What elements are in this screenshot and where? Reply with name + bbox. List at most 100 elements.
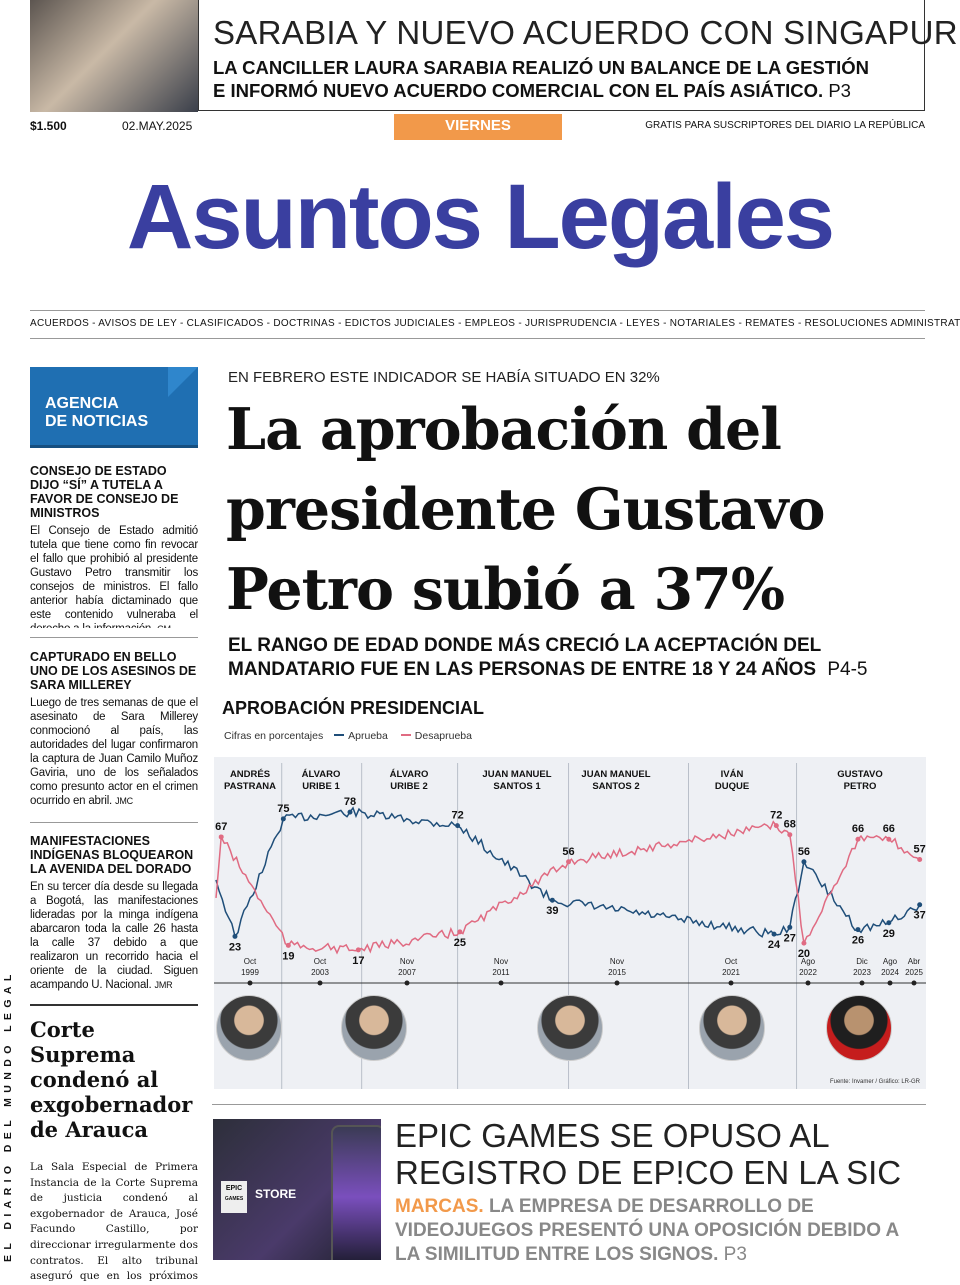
president-label: URIBE 2 — [390, 781, 427, 792]
data-point — [886, 920, 892, 926]
data-label: 67 — [215, 821, 227, 833]
president-label: ÁLVARO — [302, 769, 341, 780]
agency-label-1: AGENCIA — [45, 395, 119, 412]
data-point — [771, 931, 777, 937]
uribe-photo — [341, 995, 407, 1061]
bottom-body-wrap: MARCAS. LA EMPRESA DE DESARROLLO DE VIDE… — [395, 1195, 925, 1267]
data-point — [280, 816, 286, 822]
teaser-box[interactable]: SARABIA Y NUEVO ACUERDO CON SINGAPUR LA … — [198, 0, 958, 111]
duque-photo — [699, 995, 765, 1061]
date-tick — [859, 980, 865, 986]
date-tick — [317, 980, 323, 986]
teaser-photo — [30, 0, 198, 112]
data-point — [917, 857, 923, 863]
data-label: 75 — [277, 803, 289, 815]
data-point — [855, 927, 861, 933]
date-tick — [887, 980, 893, 986]
teaser-title: SARABIA Y NUEVO ACUERDO CON SINGAPUR — [213, 14, 958, 51]
president-label: JUAN MANUEL — [482, 769, 551, 780]
date-label: Nov — [494, 957, 508, 966]
date-tick — [728, 980, 734, 986]
data-point — [801, 940, 807, 946]
data-point — [218, 834, 224, 840]
bottom-tag: MARCAS. — [395, 1196, 484, 1217]
masthead-title[interactable]: Asuntos Legales — [126, 166, 835, 268]
data-point — [347, 809, 353, 815]
sidebar-item[interactable]: CAPTURADO EN BELLO UNO DE LOS ASESINOS D… — [30, 650, 198, 808]
date-label: 2025 — [905, 968, 923, 977]
date-label: Ago — [883, 957, 898, 966]
epic-logo: EPIC GAMES — [221, 1181, 247, 1213]
data-point — [455, 823, 461, 829]
president-label: GUSTAVO — [837, 769, 883, 780]
data-label: 68 — [784, 819, 796, 831]
chart-title: APROBACIÓN PRESIDENCIAL — [222, 698, 485, 718]
date-label: 2003 — [311, 968, 329, 977]
sidebar-item[interactable]: CONSEJO DE ESTADO DIJO “SÍ” A TUTELA A F… — [30, 464, 198, 628]
agency-box[interactable]: AGENCIA DE NOTICIAS — [30, 367, 198, 448]
sidebar-item-head: CAPTURADO EN BELLO UNO DE LOS ASESINOS D… — [30, 650, 197, 692]
legend-swatch-aprueba — [334, 734, 345, 736]
date-tick — [404, 980, 410, 986]
data-label: 56 — [798, 846, 810, 858]
bottom-body: LA EMPRESA DE DESARROLLO DE VIDEOJUEGOS … — [395, 1196, 899, 1265]
data-label: 56 — [562, 846, 574, 858]
date-label: 2023 — [853, 968, 871, 977]
sidebar-item-body: En su tercer día desde su llegada a Bogo… — [30, 881, 198, 991]
series-line-desaprueba — [215, 820, 921, 955]
petro-photo — [826, 995, 892, 1061]
lead-page: P4-5 — [827, 659, 868, 680]
data-label: 20 — [798, 948, 810, 960]
data-label: 37 — [914, 910, 926, 922]
data-point — [773, 823, 779, 829]
date-tick — [805, 980, 811, 986]
price: $1.500 — [30, 119, 67, 133]
sidebar-item[interactable]: MANIFESTACIONES INDÍGENAS BLOQUEARON LA … — [30, 834, 198, 992]
date-label: Ago — [801, 957, 816, 966]
teaser-line1: LA CANCILLER LAURA SARABIA REALIZÓ UN BA… — [213, 57, 870, 78]
sidebar-item-body: El Consejo de Estado admitió tutela que … — [30, 525, 198, 628]
date-label: 2024 — [881, 968, 899, 977]
series-line-aprueba — [215, 806, 921, 938]
bottom-title-1[interactable]: EPIC GAMES SE OPUSO AL — [395, 1117, 830, 1154]
date-tick — [247, 980, 253, 986]
date-tick — [498, 980, 504, 986]
bottom-page: P3 — [723, 1244, 747, 1265]
date-label: 2007 — [398, 968, 416, 977]
data-label: 78 — [344, 796, 356, 808]
date-label: Nov — [610, 957, 624, 966]
date-label: 1999 — [241, 968, 259, 977]
date-tick — [911, 980, 917, 986]
lead-headline[interactable]: La aprobación del presidente Gustavo Pet… — [226, 396, 826, 623]
president-label: PASTRANA — [224, 781, 276, 792]
bottom-title-2[interactable]: REGISTRO DE EP!CO EN LA SIC — [395, 1154, 902, 1191]
date-label: Nov — [400, 957, 414, 966]
data-point — [787, 924, 793, 930]
masthead-rule-top — [30, 310, 925, 311]
data-label: 57 — [914, 844, 926, 856]
president-label: ÁLVARO — [390, 769, 429, 780]
date-label: Oct — [314, 957, 327, 966]
epic-image: EPIC GAMES STORE — [213, 1119, 381, 1260]
data-label: 39 — [546, 905, 558, 917]
data-label: 29 — [883, 928, 895, 940]
data-label: 27 — [784, 932, 796, 944]
chart-panel: ANDRÉS PASTRANA ÁLVARO URIBE 1 ÁLVARO URIBE 2… — [214, 757, 926, 1089]
date-label: Abr — [908, 957, 921, 966]
data-label: 26 — [852, 935, 864, 947]
data-point — [355, 947, 361, 953]
president-label: DUQUE — [715, 781, 749, 792]
chart-subtitle: Cifras en porcentajes — [224, 730, 324, 742]
president-label: ANDRÉS — [230, 769, 270, 780]
pastrana-photo — [216, 995, 282, 1061]
data-label: 66 — [883, 823, 895, 835]
store-label: STORE — [255, 1187, 297, 1201]
data-point — [787, 832, 793, 838]
sidebar-feature[interactable]: Corte Suprema condenó al exgobernador de… — [30, 1017, 198, 1285]
data-label: 72 — [770, 810, 782, 822]
data-point — [232, 933, 238, 939]
data-point — [855, 836, 861, 842]
lead-kicker: EN FEBRERO ESTE INDICADOR SE HABÍA SITUA… — [228, 369, 660, 386]
legend-swatch-desaprueba — [400, 734, 411, 736]
date-label: Dic — [856, 957, 868, 966]
